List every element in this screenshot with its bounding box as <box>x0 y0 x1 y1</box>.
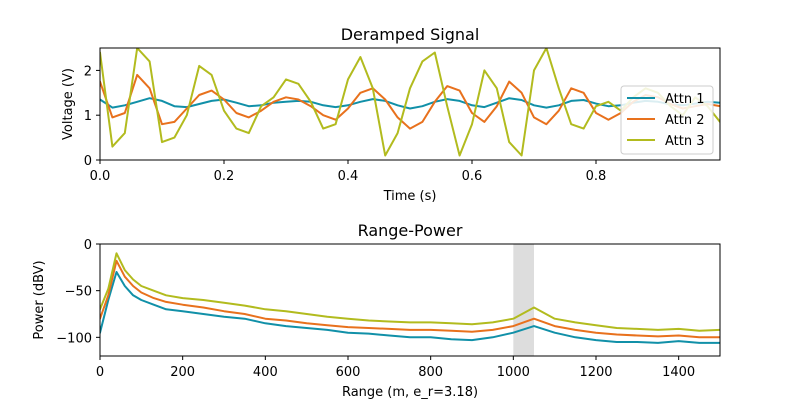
axes-frame <box>99 47 721 161</box>
series-line-attn-2 <box>100 259 720 339</box>
y-tick-label: 1 <box>84 109 92 124</box>
legend: Attn 1 Attn 2 Attn 3 <box>620 85 714 155</box>
y-tick-label: 0 <box>84 154 92 169</box>
x-tick-label: 0.0 <box>90 169 111 184</box>
x-tick-label: 0.8 <box>586 169 607 184</box>
legend-label-attn-2: Attn 2 <box>665 113 705 128</box>
x-tick-label: 0.6 <box>462 169 483 184</box>
series-line-attn-1 <box>100 97 720 110</box>
x-axis-label: Time (s) <box>383 189 437 204</box>
series-line-attn-1 <box>100 271 720 344</box>
chart-title: Range-Power <box>358 221 463 240</box>
legend-box <box>620 85 714 155</box>
y-tick-label: 2 <box>84 64 92 79</box>
y-tick-label: 0 <box>84 238 92 253</box>
plot-area <box>100 48 720 157</box>
x-tick-label: 0 <box>96 365 104 380</box>
x-axis-label: Range (m, e_r=3.18) <box>342 385 478 400</box>
plot-area <box>100 252 720 344</box>
y-tick-label: −50 <box>65 285 92 300</box>
ticks: 0.0 0.2 0.4 0.6 0.8 0 1 2 <box>84 64 607 184</box>
x-tick-label: 200 <box>170 365 195 380</box>
legend-label-attn-1: Attn 1 <box>665 92 705 107</box>
x-tick-label: 1400 <box>662 365 695 380</box>
series-line-attn-3 <box>100 48 720 157</box>
x-tick-label: 600 <box>336 365 361 380</box>
series-line-attn-3 <box>100 252 720 332</box>
x-tick-label: 400 <box>253 365 278 380</box>
series-line-attn-2 <box>100 73 720 130</box>
x-tick-label: 1200 <box>579 365 612 380</box>
axes-frame <box>99 243 721 357</box>
x-tick-label: 0.4 <box>338 169 359 184</box>
x-tick-label: 800 <box>418 365 443 380</box>
x-tick-label: 0.2 <box>214 169 235 184</box>
y-tick-label: −100 <box>56 331 92 346</box>
highlight-band-layer <box>513 244 534 356</box>
legend-label-attn-3: Attn 3 <box>665 134 705 149</box>
range-power-chart: Range-Power Power (dBV) Range (m, e_r=3.… <box>32 221 721 400</box>
y-axis-label: Power (dBV) <box>32 260 47 339</box>
deramped-signal-chart: Deramped Signal Voltage (V) Time (s) 0.0… <box>61 25 721 204</box>
chart-title: Deramped Signal <box>341 25 480 44</box>
y-axis-label: Voltage (V) <box>61 68 76 140</box>
x-tick-label: 1000 <box>497 365 530 380</box>
ticks: 0 200 400 600 800 1000 1200 1400 0 −50 −100 <box>56 238 695 380</box>
highlight-band <box>513 244 534 356</box>
